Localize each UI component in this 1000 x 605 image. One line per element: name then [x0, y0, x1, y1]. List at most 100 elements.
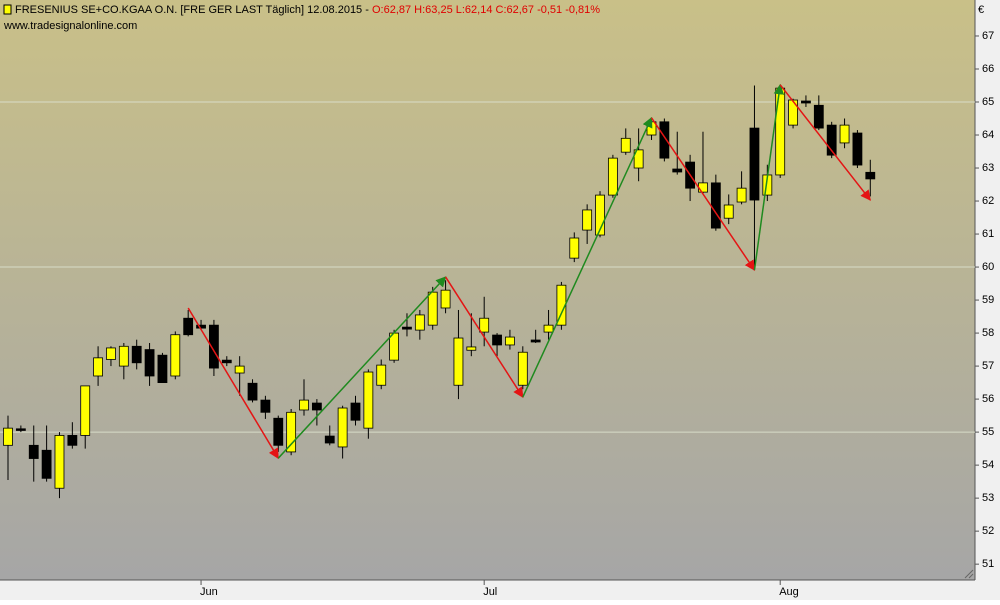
candle-body	[28, 444, 39, 459]
currency: €	[978, 4, 984, 16]
resize-grip	[964, 569, 974, 579]
y-tick-label: 51	[982, 558, 994, 570]
instrument: [FRE GER LAST Täglich]	[180, 4, 304, 16]
candle-body	[492, 334, 502, 346]
candle-body	[852, 132, 863, 166]
candle-body	[723, 204, 734, 219]
y-tick-label: 60	[982, 261, 994, 273]
candle-body	[273, 417, 284, 446]
grid	[0, 101, 975, 433]
candle-body	[813, 104, 824, 129]
y-tick-label: 61	[982, 228, 994, 240]
candle-body	[826, 124, 837, 156]
x-axis-area	[0, 580, 975, 600]
candle-body	[15, 428, 26, 431]
date: 12.08.2015 -	[307, 4, 369, 16]
candle-body	[672, 168, 683, 173]
candle-body	[350, 402, 361, 421]
candle-body	[376, 364, 387, 386]
zigzag-segment	[187, 307, 279, 460]
candle-body	[221, 359, 232, 364]
candle-body	[337, 407, 348, 448]
candle-body	[209, 324, 219, 369]
candle-body	[505, 336, 515, 346]
candle-body	[775, 87, 786, 176]
zigzag-segment	[779, 84, 871, 201]
candle-body	[414, 314, 425, 331]
candle-body	[170, 334, 181, 377]
candle-body	[517, 351, 528, 386]
candle-body	[41, 449, 52, 479]
candle-body	[479, 317, 490, 333]
zigzag-segment	[650, 117, 756, 271]
y-tick-label: 62	[982, 195, 994, 207]
candle-body	[93, 357, 103, 377]
candle-body	[183, 317, 194, 336]
y-tick-label: 67	[982, 30, 994, 42]
candle-body	[118, 345, 129, 367]
candle-body	[299, 399, 309, 411]
candle-body	[543, 324, 554, 333]
y-axis-area	[975, 0, 1000, 600]
y-tick-label: 64	[982, 129, 994, 141]
y-tick-label: 57	[982, 360, 994, 372]
candle-body	[569, 237, 580, 259]
y-tick-label: 52	[982, 525, 994, 537]
zigzag-segment	[444, 276, 524, 399]
x-tick-label: Jun	[200, 586, 218, 598]
candle-body	[260, 399, 271, 413]
chart-title: FRESENIUS SE+CO.KGAA O.N. [FRE GER LAST …	[15, 4, 600, 16]
candle-body	[633, 149, 644, 169]
zigzag	[187, 83, 871, 460]
zigzag-segment	[753, 83, 785, 271]
x-tick-label: Jul	[483, 586, 497, 598]
candle-body	[234, 365, 245, 374]
candle-body	[324, 435, 335, 444]
source: www.tradesignalonline.com	[3, 20, 137, 32]
candle-body	[144, 349, 155, 377]
candle-body	[247, 382, 258, 401]
candle-body	[3, 427, 13, 446]
candle-body	[466, 346, 477, 351]
y-tick-label: 56	[982, 393, 994, 405]
candle-body	[865, 171, 876, 180]
quote: O:62,87 H:63,25 L:62,14 C:62,67 -0,51 -0…	[372, 4, 600, 16]
title: FRESENIUS SE+CO.KGAA O.N.	[15, 4, 177, 16]
candles	[3, 85, 876, 499]
candle-body	[157, 354, 168, 383]
y-tick-label: 66	[982, 63, 994, 75]
candle-body	[582, 209, 593, 231]
candle-body	[286, 411, 297, 453]
candle-body	[106, 347, 116, 360]
y-tick-label: 65	[982, 96, 994, 108]
candle-body	[530, 339, 541, 343]
candle-body	[80, 385, 91, 436]
y-tick-label: 54	[982, 459, 994, 471]
y-tick-label: 59	[982, 294, 994, 306]
candle-body	[453, 337, 464, 386]
candle-body	[710, 182, 721, 229]
candle-body	[67, 435, 78, 446]
candle-body	[698, 182, 708, 193]
y-tick-label: 53	[982, 492, 994, 504]
candle-body	[659, 121, 670, 159]
candle-body	[402, 326, 412, 330]
candle-body	[620, 137, 631, 153]
candle-body	[788, 99, 798, 126]
candle-body	[595, 194, 605, 236]
y-tick-label: 55	[982, 426, 994, 438]
zigzag-segment	[522, 116, 653, 398]
legend-icon	[3, 4, 12, 15]
candle-body	[749, 127, 760, 201]
plot-background	[0, 0, 975, 580]
candle-body	[736, 187, 747, 203]
candle-body	[801, 100, 811, 104]
zigzag-segment	[277, 276, 447, 459]
candle-body	[131, 345, 142, 364]
candle-body	[440, 289, 451, 309]
candle-body	[607, 157, 618, 196]
candle-body	[427, 291, 438, 326]
y-tick-label: 58	[982, 327, 994, 339]
